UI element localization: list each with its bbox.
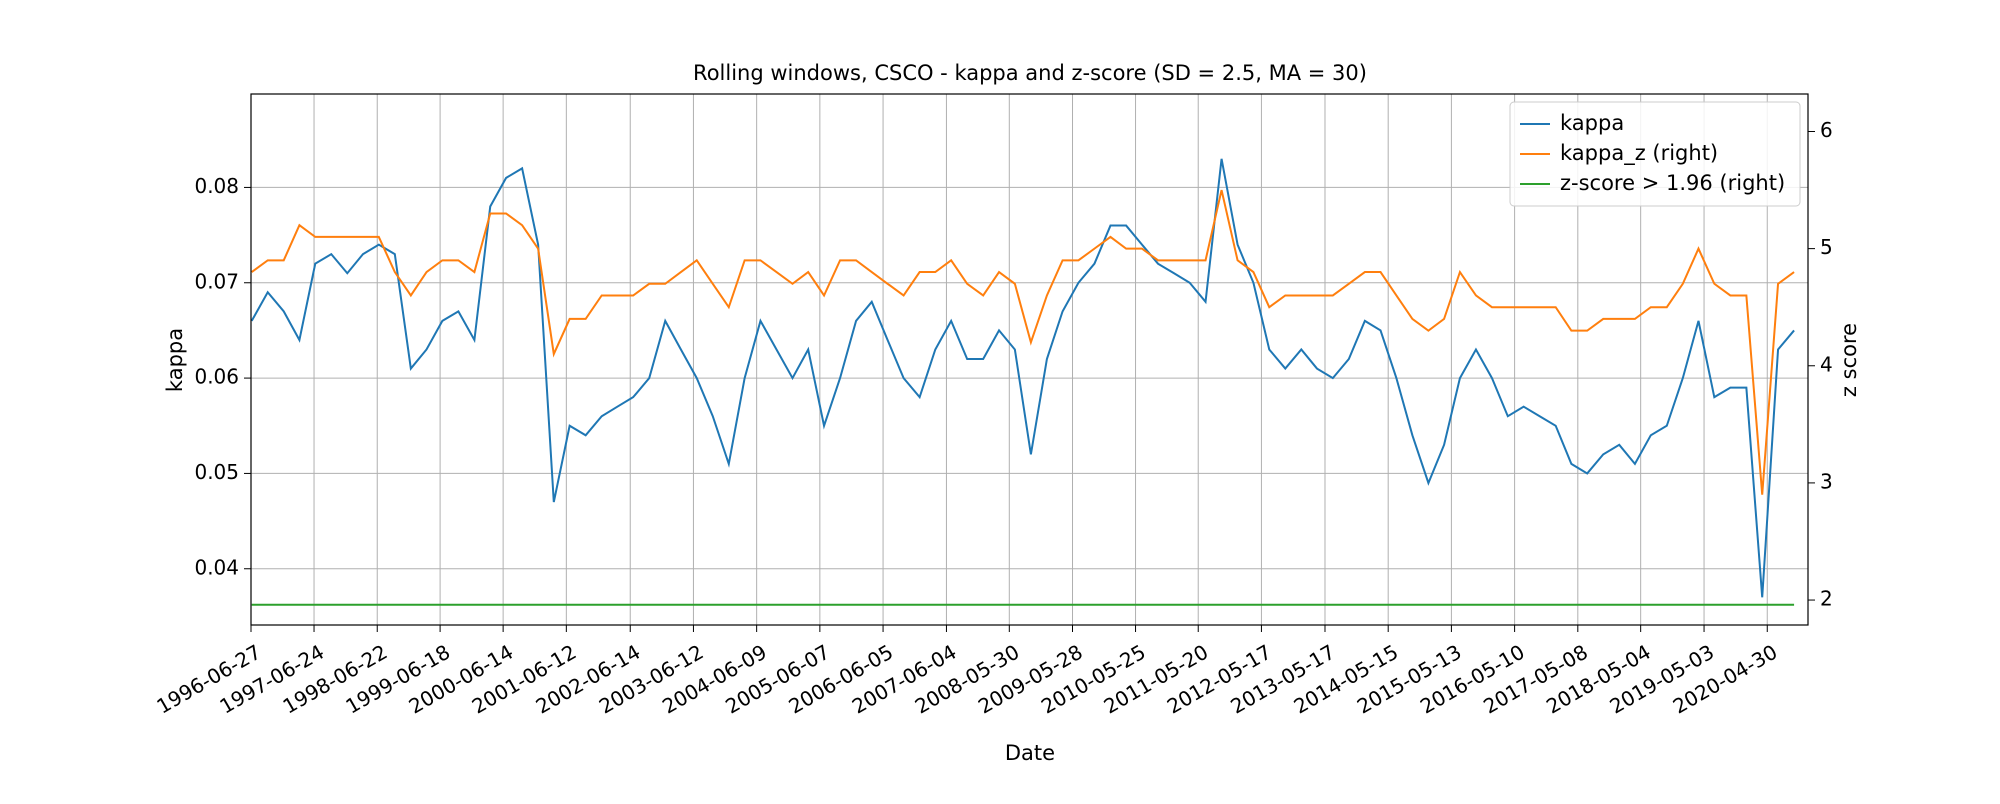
y-tick-label: 0.08 xyxy=(194,174,239,198)
legend: kappa kappa_z (right) z-score > 1.96 (righ… xyxy=(1509,101,1801,207)
plot-frame xyxy=(250,93,1809,626)
y2-tick-label: 5 xyxy=(1820,235,1833,259)
x-axis-label: Date xyxy=(1005,741,1055,765)
y2-axis-label: z score xyxy=(1837,323,1861,397)
chart-title: Rolling windows, CSCO - kappa and z-scor… xyxy=(693,61,1367,85)
y-tick-label: 0.07 xyxy=(194,269,239,293)
legend-label: kappa_z (right) xyxy=(1560,141,1718,166)
y2-tick-label: 4 xyxy=(1820,352,1833,376)
legend-box xyxy=(1509,101,1801,207)
legend-label: kappa xyxy=(1560,111,1624,135)
y-tick-label: 0.04 xyxy=(194,555,239,579)
y-tick-label: 0.05 xyxy=(194,460,239,484)
y2-tick-label: 6 xyxy=(1820,118,1833,142)
y2-tick-label: 2 xyxy=(1820,587,1833,611)
y-tick-label: 0.06 xyxy=(194,365,239,389)
series-line xyxy=(251,189,1795,495)
y-axis-label: kappa xyxy=(163,328,187,392)
series-line xyxy=(250,158,1795,598)
y2-tick-label: 3 xyxy=(1820,469,1833,493)
legend-label: z-score > 1.96 (right) xyxy=(1560,171,1785,195)
